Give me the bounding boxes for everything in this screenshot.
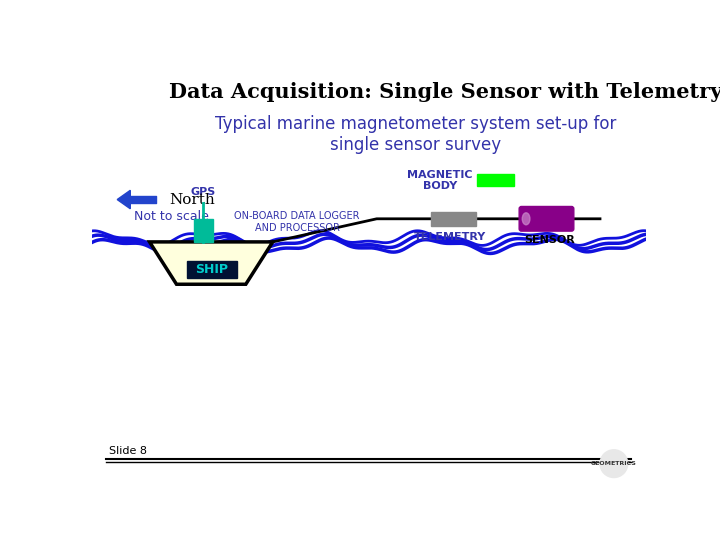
Text: Not to scale: Not to scale	[134, 210, 209, 223]
Circle shape	[600, 450, 628, 477]
Bar	[431, 212, 476, 226]
Polygon shape	[117, 190, 130, 209]
Ellipse shape	[522, 213, 530, 225]
Text: SENSOR: SENSOR	[525, 235, 575, 245]
Text: GPS: GPS	[191, 187, 216, 197]
Bar	[477, 174, 514, 186]
Text: TELEMETRY: TELEMETRY	[414, 232, 486, 242]
Text: North: North	[168, 193, 215, 206]
FancyBboxPatch shape	[519, 206, 574, 231]
Text: Data Acquisition: Single Sensor with Telemetry: Data Acquisition: Single Sensor with Tel…	[168, 82, 720, 102]
Text: Slide 8: Slide 8	[109, 447, 147, 456]
Text: Typical marine magnetometer system set-up for
single sensor survey: Typical marine magnetometer system set-u…	[215, 114, 616, 153]
Text: ON-BOARD DATA LOGGER
AND PROCESSOR: ON-BOARD DATA LOGGER AND PROCESSOR	[234, 211, 360, 233]
Text: SHIP: SHIP	[194, 263, 228, 276]
Polygon shape	[150, 242, 273, 284]
Bar	[186, 261, 237, 278]
Bar	[194, 219, 212, 242]
Text: MAGNETIC
BODY: MAGNETIC BODY	[408, 170, 473, 191]
Text: GEOMETRICS: GEOMETRICS	[591, 461, 636, 466]
